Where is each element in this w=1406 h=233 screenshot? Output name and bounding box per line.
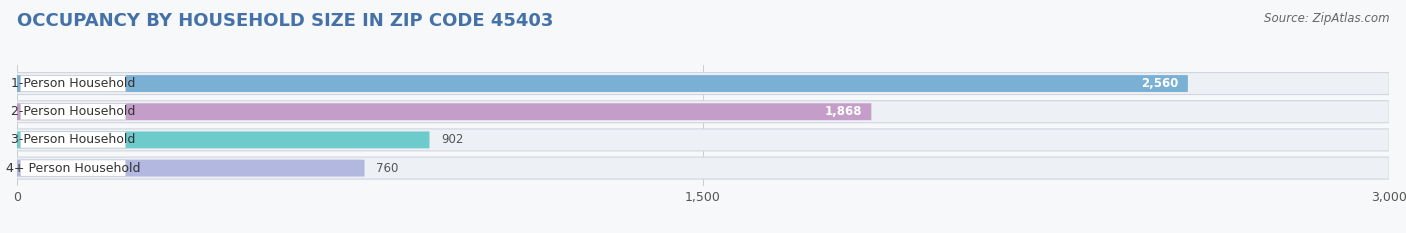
FancyBboxPatch shape bbox=[17, 160, 364, 177]
FancyBboxPatch shape bbox=[21, 160, 125, 176]
Text: 1,868: 1,868 bbox=[825, 105, 862, 118]
Text: 760: 760 bbox=[375, 161, 398, 175]
FancyBboxPatch shape bbox=[17, 72, 1389, 95]
Text: 2-Person Household: 2-Person Household bbox=[11, 105, 135, 118]
Text: 902: 902 bbox=[441, 134, 463, 146]
FancyBboxPatch shape bbox=[17, 101, 1389, 123]
FancyBboxPatch shape bbox=[17, 131, 429, 148]
Text: 2,560: 2,560 bbox=[1142, 77, 1178, 90]
FancyBboxPatch shape bbox=[21, 103, 125, 120]
FancyBboxPatch shape bbox=[17, 75, 1188, 92]
Text: Source: ZipAtlas.com: Source: ZipAtlas.com bbox=[1264, 12, 1389, 25]
Text: 3-Person Household: 3-Person Household bbox=[11, 134, 135, 146]
FancyBboxPatch shape bbox=[21, 75, 125, 92]
Text: 1-Person Household: 1-Person Household bbox=[11, 77, 135, 90]
FancyBboxPatch shape bbox=[21, 132, 125, 148]
Text: 4+ Person Household: 4+ Person Household bbox=[6, 161, 141, 175]
FancyBboxPatch shape bbox=[17, 129, 1389, 151]
FancyBboxPatch shape bbox=[17, 157, 1389, 179]
Text: OCCUPANCY BY HOUSEHOLD SIZE IN ZIP CODE 45403: OCCUPANCY BY HOUSEHOLD SIZE IN ZIP CODE … bbox=[17, 12, 553, 30]
FancyBboxPatch shape bbox=[17, 103, 872, 120]
